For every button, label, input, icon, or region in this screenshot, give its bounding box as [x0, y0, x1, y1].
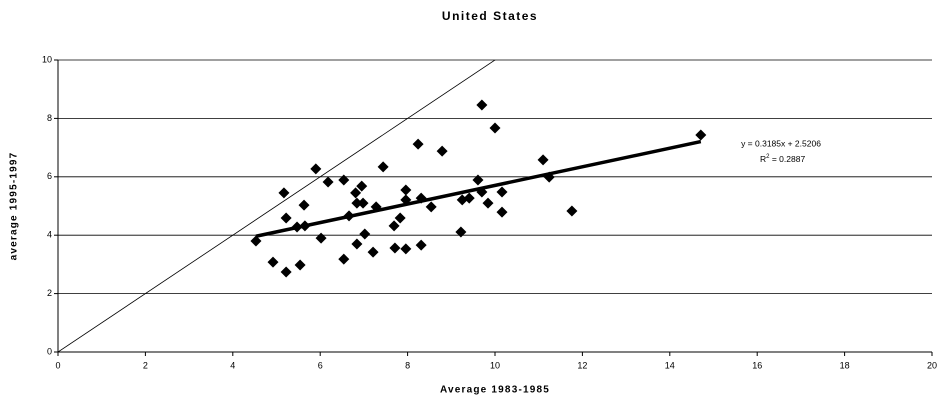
point — [476, 186, 488, 198]
point — [400, 184, 412, 196]
x-tick-label: 2 — [143, 360, 148, 370]
point — [299, 220, 311, 232]
point — [351, 197, 363, 209]
point — [291, 221, 303, 233]
point — [315, 232, 327, 244]
r-squared: R2 = 0.2887 — [760, 154, 805, 165]
point — [463, 192, 475, 204]
point — [415, 239, 427, 251]
point — [359, 228, 371, 240]
point — [394, 212, 406, 224]
point — [489, 122, 501, 134]
chart-title: United States — [442, 9, 538, 23]
point — [482, 197, 494, 209]
x-tick-label: 18 — [840, 360, 850, 370]
point — [496, 206, 508, 218]
point — [267, 256, 279, 268]
x-tick-label: 14 — [665, 360, 675, 370]
r2-value: = 0.2887 — [769, 154, 805, 164]
r2-letter: R — [760, 154, 766, 164]
point — [496, 186, 508, 198]
point — [310, 163, 322, 175]
point — [388, 220, 400, 232]
point — [298, 199, 310, 211]
point — [476, 99, 488, 111]
y-tick-label: 4 — [47, 230, 52, 240]
x-tick-label: 10 — [490, 360, 500, 370]
r2-exponent: 2 — [766, 154, 770, 160]
point — [356, 180, 368, 192]
point — [278, 187, 290, 199]
y-tick-label: 8 — [47, 113, 52, 123]
trend-equation: y = 0.3185x + 2.5206 — [741, 138, 821, 148]
point — [472, 174, 484, 186]
point — [400, 243, 412, 255]
x-tick-label: 12 — [577, 360, 587, 370]
point — [425, 201, 437, 213]
point — [280, 212, 292, 224]
point — [351, 238, 363, 250]
x-tick-label: 0 — [55, 360, 60, 370]
point — [322, 176, 334, 188]
y-tick-label: 6 — [47, 171, 52, 181]
point — [343, 210, 355, 222]
x-axis-title: Average 1983-1985 — [440, 385, 550, 396]
point — [338, 174, 350, 186]
x-tick-label: 6 — [318, 360, 323, 370]
trend-line — [255, 139, 702, 238]
point — [566, 205, 578, 217]
point — [543, 171, 555, 183]
point — [389, 242, 401, 254]
point — [455, 226, 467, 238]
point — [367, 246, 379, 258]
point — [294, 259, 306, 271]
point — [400, 194, 412, 206]
x-tick-label: 8 — [405, 360, 410, 370]
point — [695, 129, 707, 141]
point — [436, 145, 448, 157]
reference-line — [58, 60, 496, 352]
y-tick-label: 10 — [42, 54, 52, 64]
point — [250, 235, 262, 247]
point — [412, 138, 424, 150]
y-axis-title: average 1995-1997 — [9, 152, 20, 261]
x-tick-label: 20 — [927, 360, 937, 370]
y-tick-label: 0 — [47, 346, 52, 356]
point — [377, 161, 389, 173]
y-tick-label: 2 — [47, 288, 52, 298]
point — [357, 197, 369, 209]
point — [537, 154, 549, 166]
point — [350, 187, 362, 199]
point — [280, 266, 292, 278]
x-tick-label: 16 — [752, 360, 762, 370]
point — [370, 201, 382, 213]
point — [415, 192, 427, 204]
x-tick-label: 4 — [230, 360, 235, 370]
point — [338, 253, 350, 265]
